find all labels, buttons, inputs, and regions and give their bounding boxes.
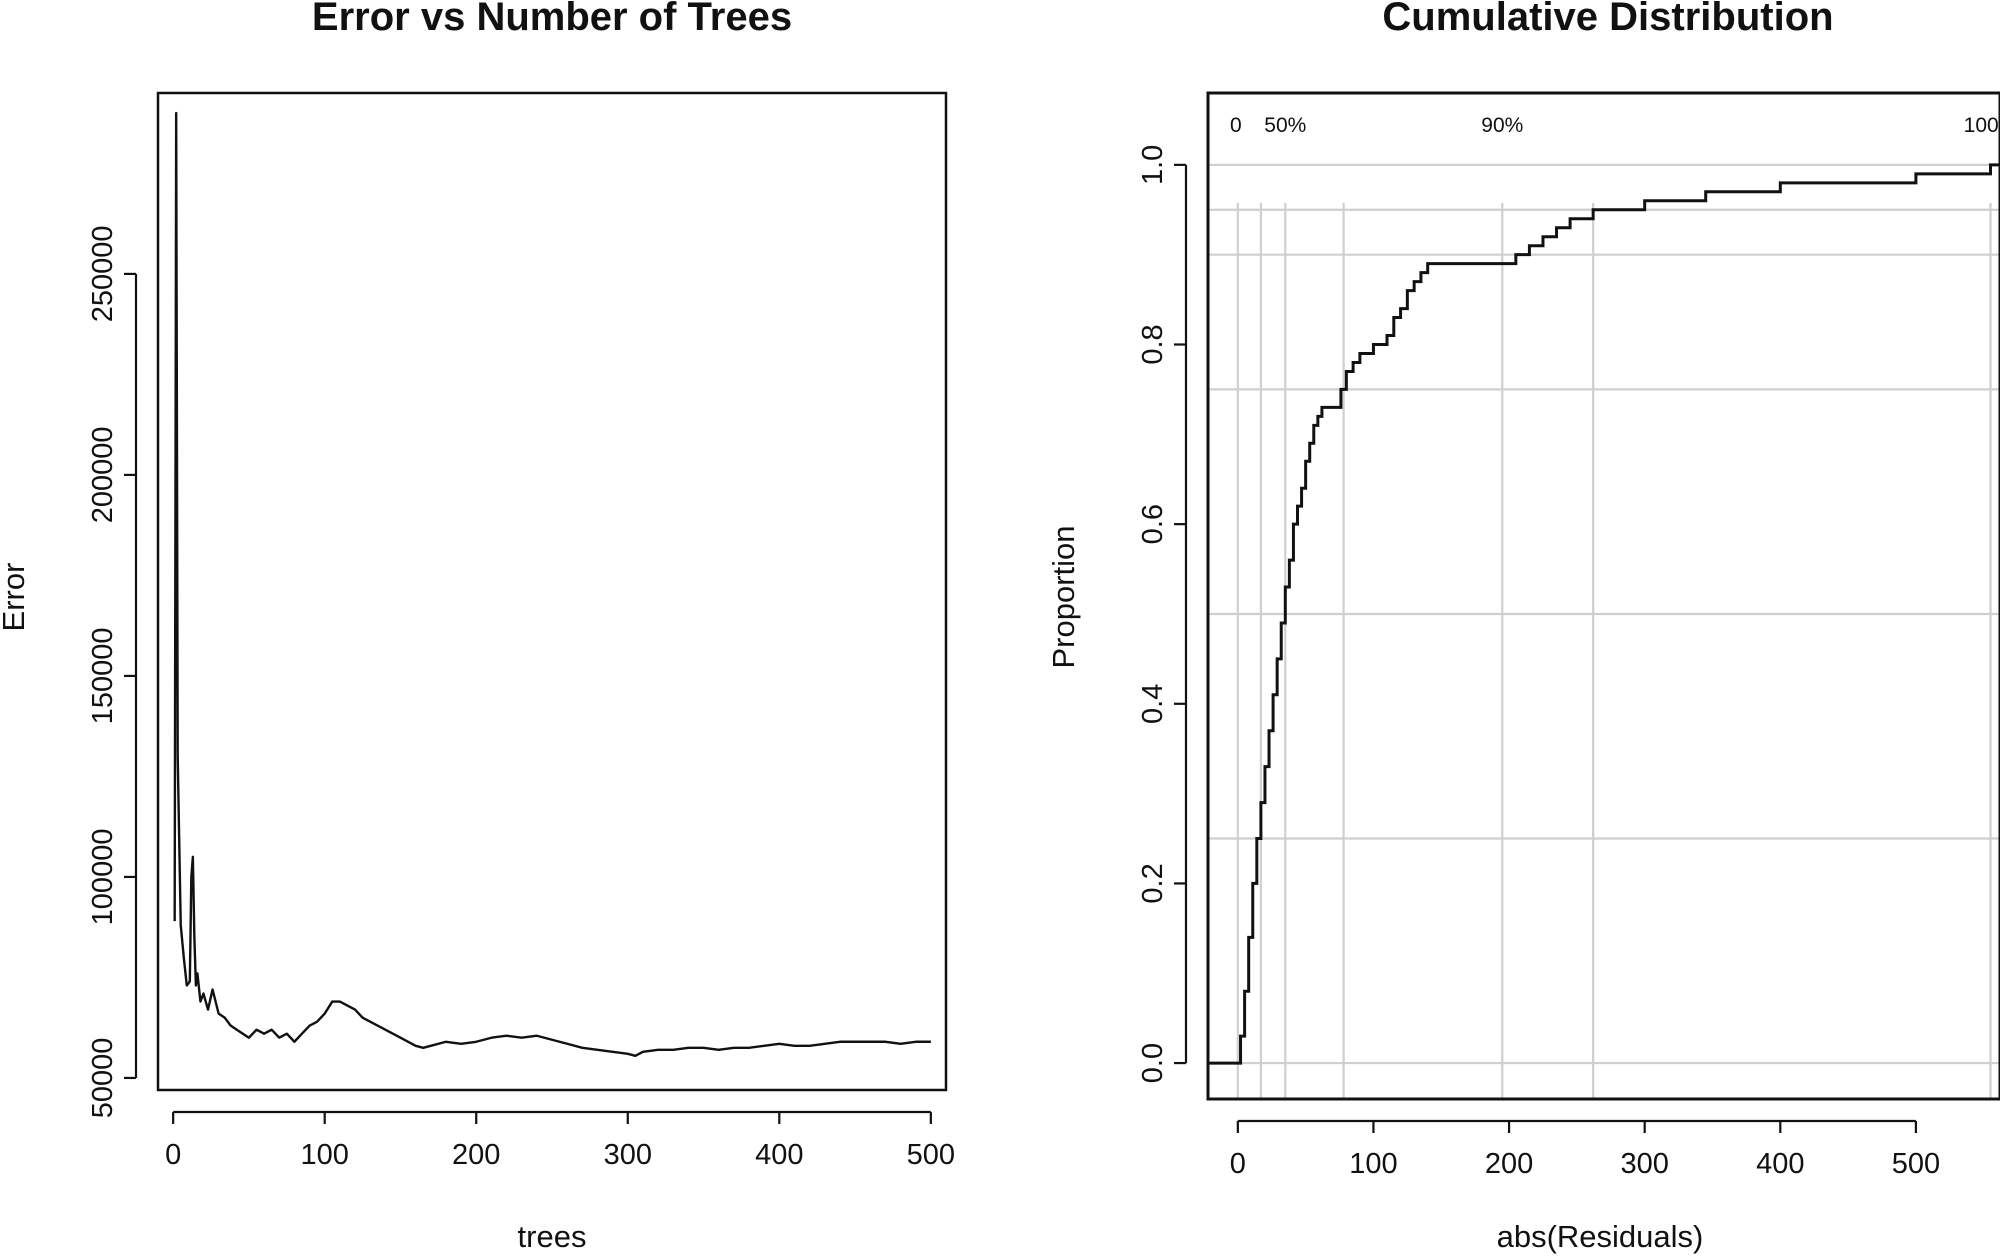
x-axis-label: abs(Residuals) <box>1497 1219 1704 1254</box>
x-tick-label: 500 <box>907 1139 955 1171</box>
plot-frame <box>1206 91 2000 1101</box>
quantile-labels: 0 50% 90% 100% <box>1230 114 2000 137</box>
x-axis-label: trees <box>518 1219 587 1254</box>
chart-title: Error vs Number of Trees <box>312 0 792 39</box>
y-tick-label: 150000 <box>87 628 119 725</box>
cdf-chart: Cumulative Distribution 0 50% 90% 100% 0 100… <box>1046 0 2000 1254</box>
x-tick-label: 0 <box>165 1139 181 1171</box>
y-tick-label: 0.2 <box>1137 863 1169 903</box>
y-tick-label: 0.8 <box>1137 324 1169 364</box>
y-tick-label: 200000 <box>87 427 119 524</box>
axis-ticks: 0 100 200 300 400 500 0.0 0.2 0.4 0.6 0.8 1.0 <box>1137 145 1940 1180</box>
quantile-label: 90% <box>1481 114 1523 137</box>
plot-frame <box>156 91 948 1092</box>
x-tick-label: 300 <box>1620 1148 1668 1180</box>
y-tick-label: 1.0 <box>1137 145 1169 185</box>
y-axis-label: Proportion <box>1046 525 1081 668</box>
grid-lines <box>1208 163 2000 1099</box>
axis-ticks: 0 100 200 300 400 500 50000 100000 150000 200000 2… <box>87 226 955 1171</box>
error-chart: Error vs Number of Trees 0 100 200 300 400 50… <box>0 0 955 1254</box>
x-tick-label: 200 <box>1485 1148 1533 1180</box>
x-tick-label: 200 <box>452 1139 500 1171</box>
quantile-label: 0 <box>1230 114 1242 137</box>
x-tick-label: 400 <box>1756 1148 1804 1180</box>
y-tick-label: 0.0 <box>1137 1043 1169 1083</box>
quantile-label: 100% <box>1964 114 2000 137</box>
x-tick-label: 300 <box>604 1139 652 1171</box>
y-tick-label: 0.6 <box>1137 504 1169 544</box>
x-tick-label: 400 <box>755 1139 803 1171</box>
cdf-step-line <box>1208 163 2000 1065</box>
y-tick-label: 100000 <box>87 829 119 926</box>
x-tick-label: 500 <box>1892 1148 1940 1180</box>
y-tick-label: 0.4 <box>1137 684 1169 724</box>
quantile-label: 50% <box>1264 114 1306 137</box>
y-tick-label: 250000 <box>87 226 119 323</box>
x-tick-label: 100 <box>1349 1148 1397 1180</box>
error-line <box>173 111 931 1058</box>
x-tick-label: 100 <box>300 1139 348 1171</box>
x-tick-label: 0 <box>1230 1148 1246 1180</box>
y-axis-label: Error <box>0 563 31 632</box>
chart-title: Cumulative Distribution <box>1382 0 1833 39</box>
y-tick-label: 50000 <box>87 1038 119 1119</box>
